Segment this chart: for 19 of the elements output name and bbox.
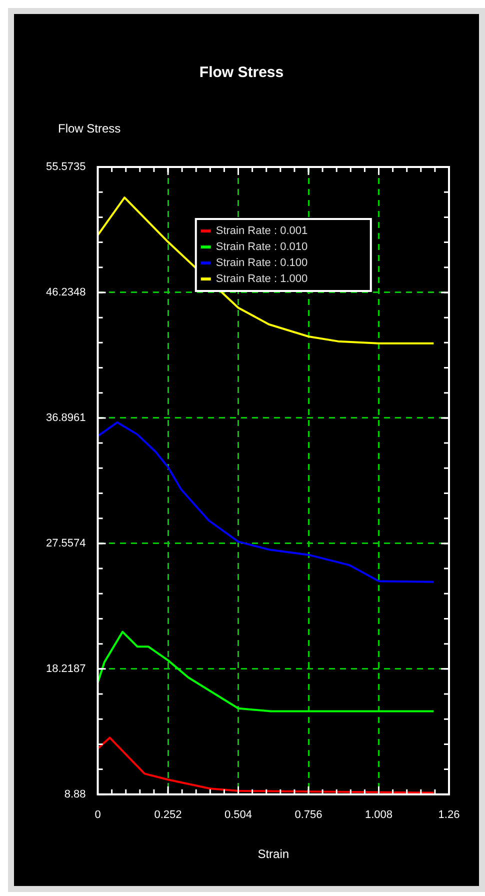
y-tick-label: 46.2348 (46, 286, 86, 299)
legend-label: Strain Rate : 0.001 (216, 225, 308, 238)
legend-label: Strain Rate : 0.100 (216, 257, 308, 270)
x-tick-label: 1.26 (438, 809, 460, 822)
legend-label: Strain Rate : 1.000 (216, 273, 308, 286)
y-tick-label: 27.5574 (46, 537, 86, 550)
x-tick-label: 0.756 (294, 809, 322, 822)
x-tick-label: 1.008 (364, 809, 393, 822)
x-axis-title: Strain (258, 847, 290, 862)
x-tick-label: 0 (94, 809, 101, 822)
y-axis-title: Flow Stress (58, 121, 121, 136)
chart-title: Flow Stress (199, 64, 284, 82)
y-tick-label: 18.2187 (46, 662, 86, 675)
x-tick-label: 0.504 (224, 809, 252, 822)
x-tick-label: 0.252 (154, 809, 182, 822)
legend-label: Strain Rate : 0.010 (216, 241, 308, 254)
y-tick-label: 8.88 (64, 788, 86, 800)
y-tick-label: 36.8961 (46, 412, 86, 424)
y-tick-label: 55.5735 (46, 161, 86, 174)
